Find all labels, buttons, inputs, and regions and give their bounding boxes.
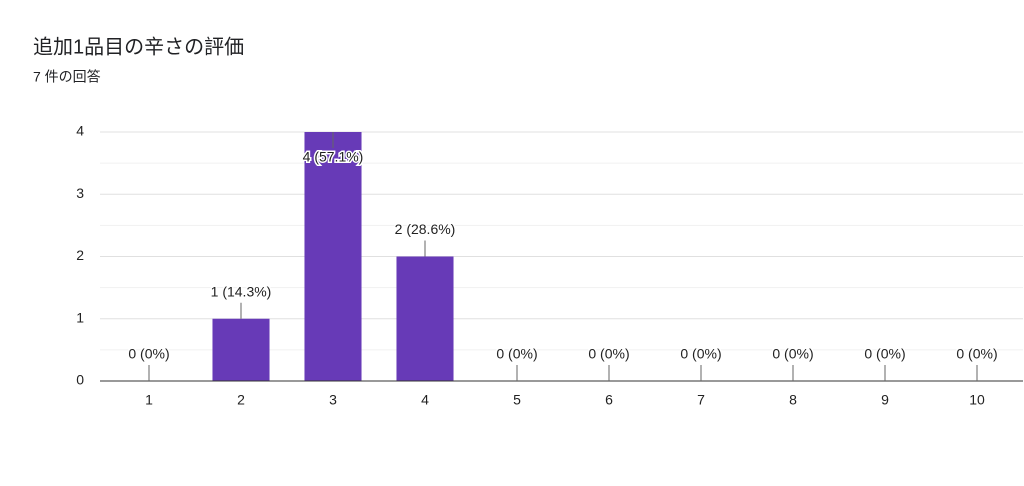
value-label: 2 (28.6%) [395,221,456,237]
bar [304,132,362,381]
bar [212,318,270,381]
value-label: 0 (0%) [128,346,169,362]
y-tick-label: 2 [76,247,84,263]
value-label: 4 (57.1%) [303,149,364,165]
value-label: 0 (0%) [864,346,905,362]
value-label: 1 (14.3%) [211,283,272,299]
chart-subtitle: 7 件の回答 [33,69,101,85]
x-tick-label: 2 [237,392,245,408]
x-tick-label: 9 [881,392,889,408]
x-tick-label: 6 [605,392,613,408]
x-tick-label: 7 [697,392,705,408]
value-label: 0 (0%) [680,346,721,362]
value-label: 0 (0%) [588,346,629,362]
x-tick-label: 8 [789,392,797,408]
x-tick-label: 5 [513,392,521,408]
chart-title: 追加1品目の辛さの評価 [33,35,244,58]
value-label: 0 (0%) [496,346,537,362]
x-tick-label: 10 [969,392,985,408]
y-tick-label: 0 [76,372,84,388]
y-tick-label: 4 [76,123,84,139]
x-tick-label: 3 [329,392,337,408]
value-label: 0 (0%) [956,346,997,362]
y-tick-label: 3 [76,185,84,201]
value-label: 0 (0%) [772,346,813,362]
x-tick-label: 1 [145,392,153,408]
y-tick-label: 1 [76,309,84,325]
x-tick-label: 4 [421,392,429,408]
bar [396,256,454,381]
